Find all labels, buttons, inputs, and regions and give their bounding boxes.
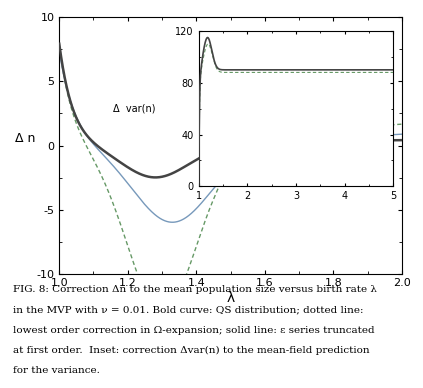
Text: lowest order correction in Ω-expansion; solid line: ε series truncated: lowest order correction in Ω-expansion; … [13,326,374,334]
X-axis label: λ: λ [226,291,235,305]
Text: at first order.  Inset: correction Δvar(n) to the mean-field prediction: at first order. Inset: correction Δvar(n… [13,346,369,355]
Text: FIG. 8: Correction Δn to the mean population size versus birth rate λ: FIG. 8: Correction Δn to the mean popula… [13,285,377,294]
Text: in the MVP with ν = 0.01. Bold curve: QS distribution; dotted line:: in the MVP with ν = 0.01. Bold curve: QS… [13,305,363,314]
Text: for the variance.: for the variance. [13,366,99,375]
Y-axis label: Δ  var(n): Δ var(n) [113,104,155,114]
Y-axis label: Δ n: Δ n [15,132,36,146]
